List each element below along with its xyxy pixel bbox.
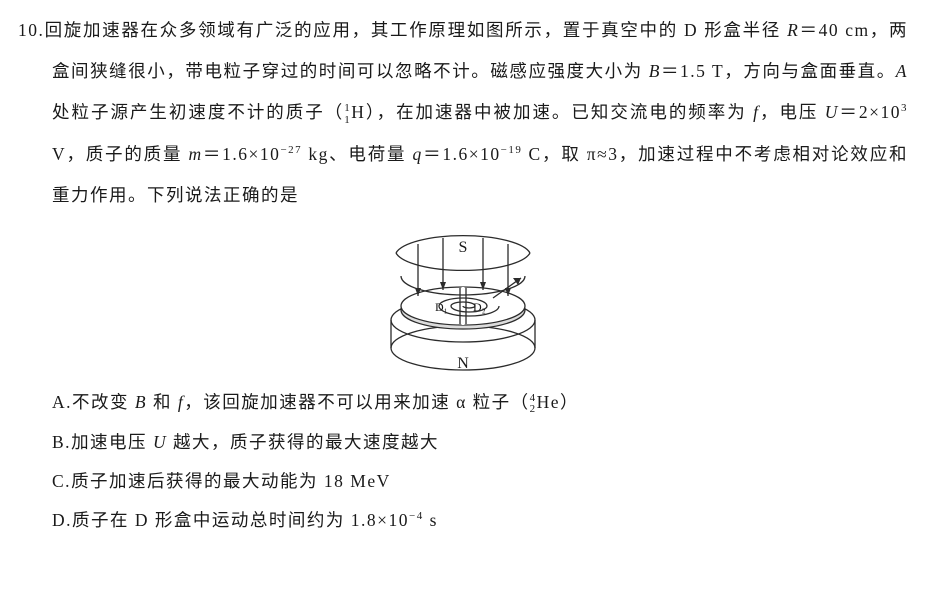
option-d: D.质子在 D 形盒中运动总时间约为 1.8×10−4 s [52, 507, 908, 532]
option-c-text: 质子加速后获得的最大动能为 18 MeV [71, 471, 391, 491]
option-d-text: 质子在 D 形盒中运动总时间约为 1.8×10−4 s [72, 510, 438, 530]
figure-label-d1: D₁ [435, 300, 448, 314]
figure-label-d2: D₂ [473, 300, 486, 314]
cyclotron-svg: S N D₁ D₂ [363, 218, 563, 378]
options-list: A.不改变 B 和 f，该回旋加速器不可以用来加速 α 粒子（42He） B.加… [18, 389, 908, 533]
figure-label-n: N [457, 355, 469, 372]
figure-label-s: S [459, 239, 468, 256]
option-b: B.加速电压 U 越大，质子获得的最大速度越大 [52, 429, 908, 454]
option-a: A.不改变 B 和 f，该回旋加速器不可以用来加速 α 粒子（42He） [52, 389, 908, 416]
question-number: 10. [18, 20, 44, 40]
option-a-text: 不改变 B 和 f，该回旋加速器不可以用来加速 α 粒子（42He） [72, 392, 579, 412]
question-stem: 10.回旋加速器在众多领域有广泛的应用，其工作原理如图所示，置于真空中的 D 形… [18, 10, 908, 216]
option-c: C.质子加速后获得的最大动能为 18 MeV [52, 468, 908, 493]
cyclotron-figure: S N D₁ D₂ [18, 218, 908, 383]
question-block: 10.回旋加速器在众多领域有广泛的应用，其工作原理如图所示，置于真空中的 D 形… [0, 0, 936, 556]
stem-text: 回旋加速器在众多领域有广泛的应用，其工作原理如图所示，置于真空中的 D 形盒半径… [44, 20, 908, 205]
option-b-text: 加速电压 U 越大，质子获得的最大速度越大 [71, 432, 439, 452]
